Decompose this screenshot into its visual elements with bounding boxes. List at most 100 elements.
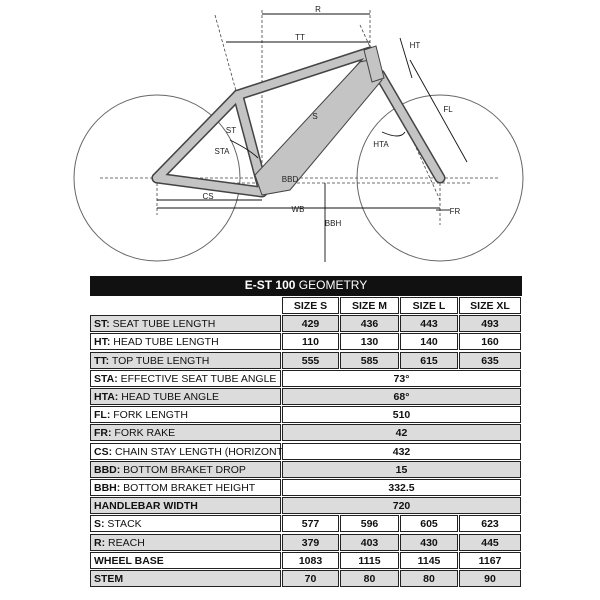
value-cell: 110: [282, 333, 339, 351]
row-code: BBH:: [94, 482, 121, 494]
value-cell: 80: [340, 570, 399, 587]
row-label: HT: HEAD TUBE LENGTH: [90, 333, 281, 351]
value-cell: 70: [282, 570, 339, 587]
value-cell: 445: [459, 533, 521, 551]
value-cell: 332.5: [282, 479, 521, 496]
dimension-label: HT: [410, 41, 421, 50]
title-suffix: GEOMETRY: [298, 278, 368, 292]
row-name: EFFECTIVE SEAT TUBE ANGLE: [120, 372, 277, 385]
value-cell: 432: [282, 442, 521, 460]
row-name: HEAD TUBE LENGTH: [113, 336, 219, 349]
value-cell: 615: [400, 351, 458, 369]
row-name: FORK LENGTH: [113, 409, 188, 422]
dimension-label: TT: [295, 33, 305, 42]
dimension-label: BBD: [282, 175, 299, 184]
row-code: STA:: [94, 372, 118, 385]
dimension-label: FR: [450, 207, 461, 216]
row-name: HEAD TUBE ANGLE: [121, 391, 220, 403]
bike-diagram: R TT HT S ST STA FL HTA BBD CS WB FR BBH: [73, 5, 524, 262]
row-name: CHAIN STAY LENGTH (HORIZONTAL): [115, 445, 299, 458]
dimension-label: STA: [215, 147, 231, 156]
row-code: BBD:: [94, 463, 121, 476]
value-cell: 623: [459, 515, 521, 533]
row-code: TT:: [94, 354, 110, 367]
row-label: STA: EFFECTIVE SEAT TUBE ANGLE: [90, 369, 281, 387]
value-cell: 605: [400, 515, 458, 533]
value-cell: 635: [459, 351, 521, 369]
value-cell: 585: [340, 351, 399, 369]
dimension-label: WB: [292, 205, 305, 214]
dimension-label: CS: [202, 192, 213, 201]
dimension-label: R: [315, 5, 321, 14]
value-cell: 720: [282, 497, 521, 515]
value-cell: 493: [459, 315, 521, 333]
column-header: SIZE M: [340, 297, 399, 314]
value-cell: 68°: [282, 388, 521, 405]
dimension-label: ST: [226, 126, 236, 135]
value-cell: 42: [282, 424, 521, 442]
value-cell: 429: [282, 315, 339, 333]
row-code: HT:: [94, 336, 111, 349]
value-cell: 1083: [282, 551, 339, 569]
dimension-lines: [157, 13, 468, 262]
row-name: STACK: [107, 518, 142, 531]
value-cell: 436: [340, 315, 399, 333]
row-label: S: STACK: [90, 515, 281, 533]
value-cell: 577: [282, 515, 339, 533]
dimension-label: HTA: [373, 140, 389, 149]
value-cell: 1145: [400, 551, 458, 569]
row-label: WHEEL BASE: [90, 551, 281, 569]
value-cell: 160: [459, 333, 521, 351]
value-cell: 80: [400, 570, 458, 587]
row-label: BBD: BOTTOM BRAKET DROP: [90, 460, 281, 478]
row-label: CS: CHAIN STAY LENGTH (HORIZONTAL): [90, 442, 299, 460]
row-name: HANDLEBAR WIDTH: [94, 500, 198, 513]
value-cell: 596: [340, 515, 399, 533]
value-cell: 140: [400, 333, 458, 351]
row-code: R:: [94, 536, 106, 549]
row-name: SEAT TUBE LENGTH: [112, 318, 216, 331]
column-header: SIZE S: [282, 297, 339, 314]
value-cell: 403: [340, 533, 399, 551]
row-name: TOP TUBE LENGTH: [111, 354, 210, 367]
title-model: E-ST 100: [244, 278, 296, 292]
dimension-label: FL: [443, 105, 453, 114]
row-code: CS:: [94, 445, 113, 458]
value-cell: 510: [282, 406, 521, 424]
value-cell: 555: [282, 351, 339, 369]
row-label: R: REACH: [90, 533, 281, 551]
value-cell: 1115: [340, 551, 399, 569]
row-code: FR:: [94, 427, 112, 440]
row-label: FR: FORK RAKE: [90, 424, 281, 442]
row-label: BBH: BOTTOM BRAKET HEIGHT: [90, 479, 281, 496]
row-label: HTA: HEAD TUBE ANGLE: [90, 388, 281, 405]
dimension-label: S: [312, 112, 317, 121]
row-name: FORK RAKE: [114, 427, 176, 440]
value-cell: 443: [400, 315, 458, 333]
value-cell: 379: [282, 533, 339, 551]
row-label: HANDLEBAR WIDTH: [90, 497, 281, 515]
column-header: SIZE L: [400, 297, 458, 314]
row-label: TT: TOP TUBE LENGTH: [90, 351, 281, 369]
value-cell: 430: [400, 533, 458, 551]
table-title: E-ST 100 GEOMETRY: [90, 276, 522, 296]
column-header: SIZE XL: [459, 297, 521, 314]
row-name: BOTTOM BRAKET DROP: [123, 463, 246, 476]
row-label: FL: FORK LENGTH: [90, 406, 281, 424]
row-code: ST:: [94, 318, 110, 331]
row-name: REACH: [108, 536, 145, 549]
value-cell: 90: [459, 570, 521, 587]
row-code: FL:: [94, 409, 111, 422]
row-label: STEM: [90, 570, 281, 587]
row-name: STEM: [94, 573, 124, 585]
dimension-label: BBH: [325, 219, 342, 228]
value-cell: 1167: [459, 551, 521, 569]
row-code: S:: [94, 518, 105, 531]
value-cell: 15: [282, 460, 521, 478]
row-label: ST: SEAT TUBE LENGTH: [90, 315, 281, 333]
value-cell: 130: [340, 333, 399, 351]
value-cell: 73°: [282, 369, 521, 387]
row-name: WHEEL BASE: [94, 554, 164, 567]
frame: [151, 45, 446, 198]
